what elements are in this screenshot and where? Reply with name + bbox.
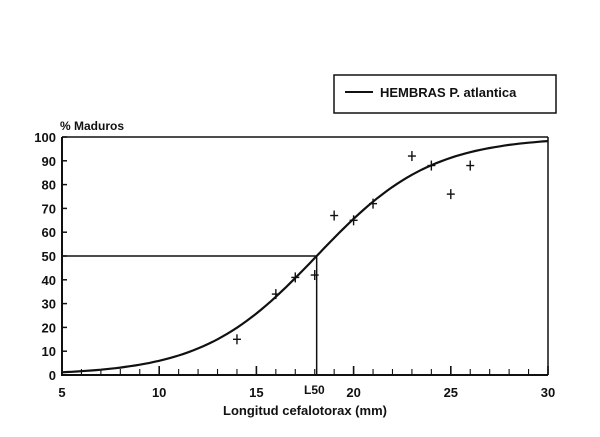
data-points [232, 151, 475, 345]
x-tick-label: 15 [249, 385, 263, 400]
x-tick-label: 20 [346, 385, 360, 400]
l50-label: L50 [304, 383, 325, 397]
data-point-marker [310, 270, 319, 281]
data-point-marker [330, 210, 339, 221]
plot-frame [61, 136, 549, 376]
y-tick-label: 10 [42, 344, 56, 359]
y-tick-label: 60 [42, 225, 56, 240]
data-point-marker [466, 160, 475, 171]
data-point-marker [291, 272, 300, 283]
fitted-curve [61, 140, 549, 374]
x-axis-label: Longitud cefalotorax (mm) [223, 403, 387, 418]
y-tick-label: 20 [42, 320, 56, 335]
data-point-marker [427, 160, 436, 171]
y-tick-label: 50 [42, 249, 56, 264]
y-tick-label: 100 [34, 130, 56, 145]
data-point-marker [407, 151, 416, 162]
x-tick-label: 30 [541, 385, 555, 400]
data-point-marker [446, 189, 455, 200]
l50-guides [62, 255, 318, 375]
x-ticks: 5 10 15 20 25 30 [58, 366, 555, 400]
y-tick-label: 80 [42, 178, 56, 193]
x-tick-label: 5 [58, 385, 65, 400]
legend: HEMBRAS P. atlantica [333, 74, 557, 114]
y-tick-label: 0 [49, 368, 56, 383]
y-tick-label: 40 [42, 273, 56, 288]
legend-label: HEMBRAS P. atlantica [380, 85, 517, 100]
data-point-marker [369, 198, 378, 209]
x-tick-label: 25 [444, 385, 458, 400]
x-tick-label: 10 [152, 385, 166, 400]
y-ticks: 0 10 20 30 40 50 60 70 80 90 100 [34, 130, 67, 383]
y-tick-label: 90 [42, 154, 56, 169]
data-point-marker [349, 215, 358, 226]
y-axis-label: % Maduros [60, 119, 124, 133]
y-tick-label: 30 [42, 297, 56, 312]
data-point-marker [232, 334, 241, 345]
y-tick-label: 70 [42, 201, 56, 216]
data-point-marker [271, 289, 280, 300]
